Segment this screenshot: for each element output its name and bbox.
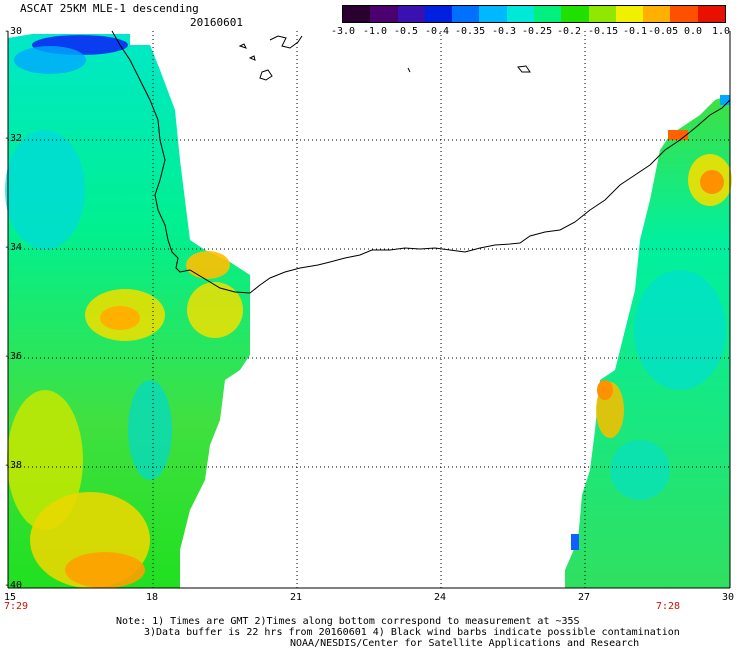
island — [407, 67, 411, 73]
swath-west — [5, 34, 250, 588]
note-line: NOAA/NESDIS/Center for Satellite Applica… — [290, 638, 640, 649]
colorbar-swatch — [615, 6, 644, 22]
colorbar-swatch — [670, 6, 698, 22]
time-label: 7:28 — [656, 601, 681, 612]
colorbar-label: -0.15 — [588, 26, 619, 37]
lat-label: -34 — [4, 242, 23, 253]
colorbar-swatch — [452, 6, 480, 22]
colorbar-label: 0.0 — [684, 26, 703, 37]
lon-label: 18 — [146, 592, 159, 603]
map-title: ASCAT 25KM MLE-1 descending — [20, 2, 199, 15]
lon-label: 21 — [290, 592, 303, 603]
colorbar-swatch — [533, 6, 562, 22]
colorbar-swatch — [397, 6, 425, 22]
colorbar-swatch — [643, 6, 671, 22]
colorbar-swatch — [343, 6, 371, 22]
lat-label: -40 — [4, 580, 23, 591]
lon-label: 15 — [4, 592, 17, 603]
grid-lines — [8, 31, 730, 588]
colorbar-label: -3.0 — [331, 26, 356, 37]
lat-label: -30 — [4, 26, 23, 37]
colorbar-swatch — [506, 6, 534, 22]
colorbar-swatch — [424, 6, 453, 22]
colorbar-label: -0.2 — [557, 26, 582, 37]
island — [248, 55, 256, 61]
lat-label: -38 — [4, 460, 23, 471]
colorbar-label: -0.35 — [455, 26, 486, 37]
colorbar-label: -0.3 — [492, 26, 517, 37]
colorbar-label: -1.0 — [363, 26, 388, 37]
note-line: Note: 1) Times are GMT 2)Times along bot… — [116, 616, 580, 627]
lon-label: 24 — [434, 592, 447, 603]
colorbar-label: -0.5 — [394, 26, 419, 37]
colorbar-swatch — [370, 6, 398, 22]
colorbar-label: -0.05 — [648, 26, 679, 37]
colorbar-label: 1.0 — [712, 26, 731, 37]
swath-east — [565, 95, 732, 588]
colorbar-swatch — [588, 6, 616, 22]
colorbar — [342, 5, 726, 23]
island — [259, 69, 273, 81]
colorbar-swatch — [697, 6, 725, 22]
axis-frame — [7, 31, 731, 589]
colorbar-swatch — [561, 6, 589, 22]
map-date: 20160601 — [190, 16, 243, 29]
island — [238, 43, 247, 49]
lat-label: -36 — [4, 351, 23, 362]
colorbar-label: -0.4 — [425, 26, 450, 37]
lon-label: 27 — [578, 592, 591, 603]
colorbar-label: -0.1 — [623, 26, 648, 37]
lat-label: -32 — [4, 133, 23, 144]
colorbar-label: -0.25 — [522, 26, 553, 37]
lon-label: 30 — [722, 592, 735, 603]
island — [517, 65, 531, 73]
island — [269, 35, 303, 49]
time-label: 7:29 — [4, 601, 29, 612]
colorbar-swatch — [479, 6, 507, 22]
coastline — [111, 30, 731, 294]
note-line: 3)Data buffer is 22 hrs from 20160601 4)… — [144, 627, 680, 638]
